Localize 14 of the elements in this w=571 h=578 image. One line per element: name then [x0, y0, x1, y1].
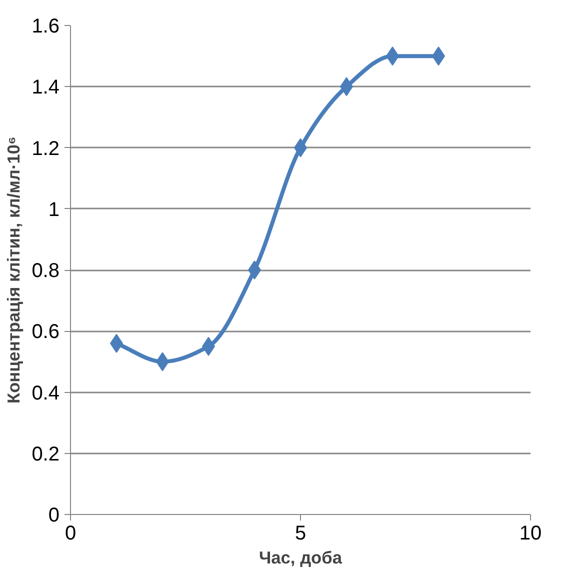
y-tick-label: 1 [48, 198, 60, 221]
y-tick-label: 0.2 [32, 443, 60, 466]
y-tick-label: 0.8 [32, 260, 60, 282]
y-axis-title: Концентрація клітин, кл/мл·10⁶ [4, 136, 24, 404]
y-tick-label: 0.6 [32, 321, 60, 344]
y-tick-label: 0.4 [32, 382, 60, 404]
y-tick-label: 0 [48, 504, 60, 526]
x-tick-label: 10 [519, 522, 542, 544]
y-tick-label: 1.6 [32, 16, 60, 38]
y-tick-label: 1.2 [32, 138, 60, 160]
y-tick-label: 1.4 [32, 76, 60, 99]
x-tick-label: 5 [294, 522, 306, 544]
x-tick-label: 0 [64, 522, 76, 544]
x-axis-title: Час, доба [259, 548, 342, 568]
